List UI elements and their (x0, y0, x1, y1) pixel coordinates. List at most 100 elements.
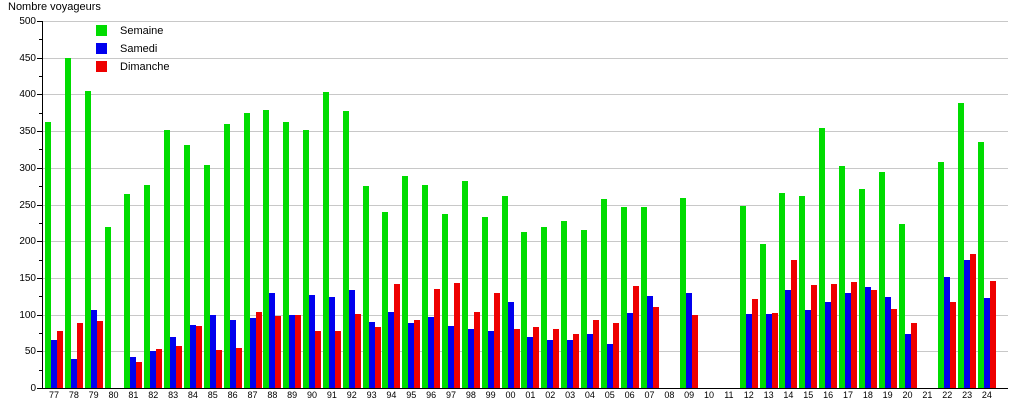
bar-samedi-09 (686, 292, 693, 388)
bar-samedi-19 (884, 296, 891, 388)
bar-dimanche-91 (334, 330, 341, 388)
bar-dimanche-86 (235, 348, 242, 388)
bar-dimanche-05 (612, 322, 619, 388)
bar-samedi-02 (547, 339, 554, 388)
x-tick-label-23: 23 (962, 390, 973, 400)
x-tick-label-02: 02 (545, 390, 556, 400)
x-tick-label-88: 88 (267, 390, 278, 400)
y-minor-tick-275 (39, 186, 42, 188)
bar-semaine-01 (521, 231, 528, 388)
bar-semaine-98 (461, 181, 468, 388)
samedi-swatch-icon (96, 43, 107, 54)
x-tick-label-85: 85 (207, 390, 218, 400)
x-tick-label-16: 16 (823, 390, 834, 400)
bar-semaine-88 (263, 109, 270, 388)
x-tick-label-22: 22 (942, 390, 953, 400)
x-tick-label-18: 18 (862, 390, 873, 400)
legend: Semaine Samedi Dimanche (96, 24, 170, 78)
bar-dimanche-18 (870, 290, 877, 388)
bar-dimanche-12 (751, 299, 758, 388)
bar-samedi-99 (487, 331, 494, 388)
bar-semaine-81 (124, 194, 131, 388)
x-tick-label-98: 98 (465, 390, 476, 400)
bar-semaine-82 (144, 184, 151, 388)
bar-dimanche-22 (950, 302, 957, 388)
x-tick-label-79: 79 (88, 390, 99, 400)
bar-dimanche-95 (414, 319, 421, 388)
bar-dimanche-87 (255, 312, 262, 388)
bar-samedi-92 (348, 289, 355, 388)
gridline-250 (43, 204, 1008, 206)
bar-semaine-85 (203, 164, 210, 388)
legend-item-dimanche: Dimanche (96, 60, 170, 73)
bar-semaine-95 (402, 175, 409, 388)
bar-samedi-90 (309, 294, 316, 388)
bar-samedi-14 (785, 290, 792, 388)
bar-dimanche-00 (513, 328, 520, 388)
bar-semaine-92 (342, 110, 349, 388)
bar-samedi-88 (269, 293, 276, 388)
y-tick-label-450: 450 (19, 52, 36, 64)
dimanche-swatch-icon (96, 61, 107, 72)
x-tick-label-12: 12 (743, 390, 754, 400)
bar-semaine-15 (799, 195, 806, 388)
bar-dimanche-23 (970, 254, 977, 388)
bar-semaine-23 (958, 103, 965, 388)
bar-samedi-07 (646, 295, 653, 388)
x-tick-label-86: 86 (227, 390, 238, 400)
bar-dimanche-17 (851, 282, 857, 388)
y-tick-label-500: 500 (19, 16, 36, 27)
legend-item-semaine: Semaine (96, 24, 170, 37)
bar-semaine-89 (283, 122, 290, 388)
x-tick-label-80: 80 (108, 390, 119, 400)
bar-dimanche-97 (454, 283, 460, 388)
y-major-tick-500 (37, 21, 42, 22)
x-tick-label-99: 99 (485, 390, 496, 400)
bar-dimanche-24 (989, 280, 996, 388)
y-tick-label-400: 400 (19, 89, 36, 101)
x-tick-label-91: 91 (326, 390, 337, 400)
y-major-tick-250 (37, 204, 42, 206)
bar-samedi-15 (805, 310, 812, 388)
bar-semaine-12 (739, 205, 746, 388)
bar-dimanche-99 (493, 292, 500, 388)
x-tick-label-89: 89 (287, 390, 298, 400)
bar-dimanche-85 (215, 349, 222, 388)
bar-semaine-02 (541, 227, 548, 388)
x-tick-label-81: 81 (128, 390, 139, 400)
bar-dimanche-02 (553, 328, 560, 388)
y-major-tick-150 (37, 277, 42, 279)
bar-dimanche-13 (771, 313, 778, 388)
bar-samedi-04 (586, 334, 593, 388)
bar-samedi-93 (368, 321, 375, 388)
x-tick-label-08: 08 (664, 390, 675, 400)
x-tick-label-21: 21 (922, 390, 933, 400)
bar-semaine-84 (183, 145, 190, 388)
x-tick-label-17: 17 (842, 390, 853, 400)
bar-dimanche-01 (533, 327, 540, 388)
bar-dimanche-84 (195, 326, 202, 388)
y-major-tick-350 (37, 131, 42, 133)
y-minor-tick-125 (39, 296, 42, 298)
bar-samedi-06 (626, 313, 633, 388)
y-tick-label-300: 300 (19, 162, 36, 174)
bar-semaine-17 (839, 166, 845, 388)
bar-semaine-05 (600, 199, 607, 388)
y-axis-line (42, 21, 43, 388)
bar-samedi-17 (845, 293, 851, 388)
bar-samedi-81 (130, 357, 137, 388)
x-tick-label-11: 11 (724, 390, 734, 400)
bar-samedi-18 (864, 287, 871, 388)
bar-samedi-78 (70, 358, 77, 388)
y-minor-tick-175 (39, 259, 42, 261)
bar-semaine-91 (322, 92, 329, 388)
bar-semaine-19 (878, 172, 885, 388)
bar-samedi-20 (904, 333, 911, 388)
x-tick-label-83: 83 (168, 390, 179, 400)
x-tick-label-87: 87 (247, 390, 258, 400)
bar-semaine-18 (858, 189, 865, 388)
bar-samedi-95 (408, 322, 415, 388)
bar-dimanche-96 (434, 288, 441, 388)
bar-dimanche-90 (315, 331, 322, 388)
bar-semaine-79 (84, 91, 91, 388)
